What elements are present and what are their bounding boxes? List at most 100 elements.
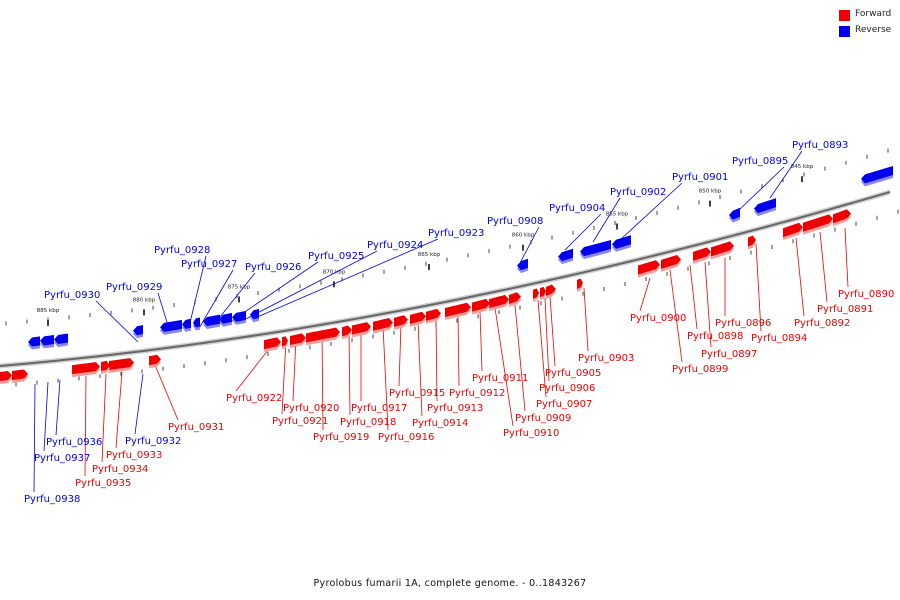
reverse-gene-arrow[interactable] xyxy=(232,310,246,322)
reverse-gene-arrow[interactable] xyxy=(203,314,220,327)
gene-label[interactable]: Pyrfu_0894 xyxy=(751,333,807,344)
gene-label[interactable]: Pyrfu_0926 xyxy=(245,262,301,273)
forward-gene-arrow[interactable] xyxy=(101,360,110,371)
gene-label[interactable]: Pyrfu_0912 xyxy=(449,388,505,399)
gene-label[interactable]: Pyrfu_0901 xyxy=(672,172,728,183)
forward-gene-arrow[interactable] xyxy=(803,214,833,232)
forward-gene-arrow[interactable] xyxy=(783,222,803,238)
gene-label[interactable]: Pyrfu_0896 xyxy=(715,318,771,329)
forward-gene-arrow[interactable] xyxy=(290,333,306,345)
forward-gene-arrow[interactable] xyxy=(149,354,161,366)
gene-label[interactable]: Pyrfu_0904 xyxy=(549,203,605,214)
forward-gene-arrow[interactable] xyxy=(0,370,12,381)
gene-label[interactable]: Pyrfu_0919 xyxy=(313,432,369,443)
gene-label[interactable]: Pyrfu_0928 xyxy=(154,245,210,256)
forward-gene-arrow[interactable] xyxy=(394,315,408,327)
forward-gene-arrow[interactable] xyxy=(72,362,100,375)
gene-label[interactable]: Pyrfu_0931 xyxy=(168,422,224,433)
forward-gene-arrow[interactable] xyxy=(352,322,371,335)
gene-label[interactable]: Pyrfu_0908 xyxy=(487,216,543,227)
reverse-gene-arrow[interactable] xyxy=(729,207,740,220)
gene-label[interactable]: Pyrfu_0933 xyxy=(106,450,162,461)
reverse-gene-arrow[interactable] xyxy=(250,308,259,320)
forward-gene-arrow[interactable] xyxy=(426,308,441,321)
forward-gene-arrow[interactable] xyxy=(373,318,393,331)
gene-label[interactable]: Pyrfu_0913 xyxy=(427,403,483,414)
gene-label[interactable]: Pyrfu_0918 xyxy=(340,417,396,428)
forward-gene-arrow[interactable] xyxy=(540,286,546,298)
reverse-gene-arrow[interactable] xyxy=(182,318,191,329)
forward-gene-arrow[interactable] xyxy=(342,325,352,337)
gene-label[interactable]: Pyrfu_0891 xyxy=(817,304,873,315)
gene-label[interactable]: Pyrfu_0917 xyxy=(351,403,407,414)
gene-label[interactable]: Pyrfu_0924 xyxy=(367,240,423,251)
forward-gene-arrow[interactable] xyxy=(489,294,509,309)
gene-label[interactable]: Pyrfu_0895 xyxy=(732,156,788,167)
gene-label[interactable]: Pyrfu_0903 xyxy=(578,353,634,364)
forward-gene-arrow[interactable] xyxy=(12,369,28,380)
gene-label[interactable]: Pyrfu_0920 xyxy=(283,403,339,414)
reverse-gene-arrow[interactable] xyxy=(160,319,182,332)
gene-label[interactable]: Pyrfu_0905 xyxy=(545,368,601,379)
gene-label[interactable]: Pyrfu_0938 xyxy=(24,494,80,505)
gene-label[interactable]: Pyrfu_0899 xyxy=(672,364,728,375)
gene-label[interactable]: Pyrfu_0902 xyxy=(610,187,666,198)
reverse-gene-arrow[interactable] xyxy=(193,317,200,328)
gene-label[interactable]: Pyrfu_0915 xyxy=(389,388,445,399)
gene-label[interactable]: Pyrfu_0909 xyxy=(515,413,571,424)
forward-gene-arrow[interactable] xyxy=(509,292,521,304)
reverse-gene-arrow[interactable] xyxy=(861,166,893,184)
gene-label[interactable]: Pyrfu_0927 xyxy=(181,259,237,270)
gene-label[interactable]: Pyrfu_0937 xyxy=(34,453,90,464)
reverse-gene-arrow[interactable] xyxy=(612,235,631,249)
gene-label[interactable]: Pyrfu_0893 xyxy=(792,140,848,151)
gene-label[interactable]: Pyrfu_0930 xyxy=(44,290,100,301)
reverse-gene-arrow[interactable] xyxy=(40,334,54,346)
gene-label[interactable]: Pyrfu_0907 xyxy=(536,399,592,410)
forward-gene-arrow[interactable] xyxy=(306,327,340,343)
gene-label[interactable]: Pyrfu_0925 xyxy=(308,251,364,262)
gene-label[interactable]: Pyrfu_0934 xyxy=(92,464,148,475)
forward-gene-arrow[interactable] xyxy=(638,260,660,275)
gene-label[interactable]: Pyrfu_0936 xyxy=(46,437,102,448)
gene-label[interactable]: Pyrfu_0932 xyxy=(125,436,181,447)
reverse-gene-arrow[interactable] xyxy=(133,324,143,336)
gene-label[interactable]: Pyrfu_0906 xyxy=(539,383,595,394)
gene-label[interactable]: Pyrfu_0929 xyxy=(106,282,162,293)
gene-label[interactable]: Pyrfu_0897 xyxy=(701,349,757,360)
forward-gene-arrow[interactable] xyxy=(833,209,851,224)
reverse-gene-arrow[interactable] xyxy=(580,239,611,257)
reverse-gene-arrow[interactable] xyxy=(558,248,573,262)
gene-label[interactable]: Pyrfu_0914 xyxy=(412,418,468,429)
forward-gene-arrow[interactable] xyxy=(410,311,426,324)
leader-line xyxy=(134,373,144,435)
gene-label[interactable]: Pyrfu_0898 xyxy=(687,331,743,342)
gene-label[interactable]: Pyrfu_0910 xyxy=(503,428,559,439)
forward-gene-arrow[interactable] xyxy=(546,284,556,296)
forward-gene-arrow[interactable] xyxy=(264,337,281,350)
gene-label[interactable]: Pyrfu_0911 xyxy=(472,373,528,384)
forward-gene-arrow[interactable] xyxy=(577,278,583,289)
gene-label[interactable]: Pyrfu_0892 xyxy=(794,318,850,329)
forward-gene-arrow[interactable] xyxy=(445,302,471,318)
reverse-gene-arrow[interactable] xyxy=(28,336,40,347)
gene-label[interactable]: Pyrfu_0922 xyxy=(226,393,282,404)
gene-label[interactable]: Pyrfu_0935 xyxy=(75,478,131,489)
reverse-gene-arrow[interactable] xyxy=(754,198,776,214)
forward-gene-arrow[interactable] xyxy=(693,247,711,261)
gene-label[interactable]: Pyrfu_0921 xyxy=(272,416,328,427)
gene-label[interactable]: Pyrfu_0916 xyxy=(378,432,434,443)
forward-gene-arrow[interactable] xyxy=(472,298,490,312)
forward-gene-arrow[interactable] xyxy=(661,254,681,269)
reverse-gene-arrow[interactable] xyxy=(517,258,528,271)
forward-gene-arrow[interactable] xyxy=(109,358,134,371)
gene-label[interactable]: Pyrfu_0900 xyxy=(630,313,686,324)
forward-gene-arrow[interactable] xyxy=(711,241,734,257)
gene-label[interactable]: Pyrfu_0890 xyxy=(838,289,894,300)
forward-gene-arrow[interactable] xyxy=(533,288,539,299)
reverse-gene-arrow[interactable] xyxy=(219,312,232,324)
reverse-gene-arrow[interactable] xyxy=(54,333,68,344)
gene-label[interactable]: Pyrfu_0923 xyxy=(428,228,484,239)
forward-gene-arrow[interactable] xyxy=(748,235,756,247)
forward-gene-arrow[interactable] xyxy=(282,336,288,347)
